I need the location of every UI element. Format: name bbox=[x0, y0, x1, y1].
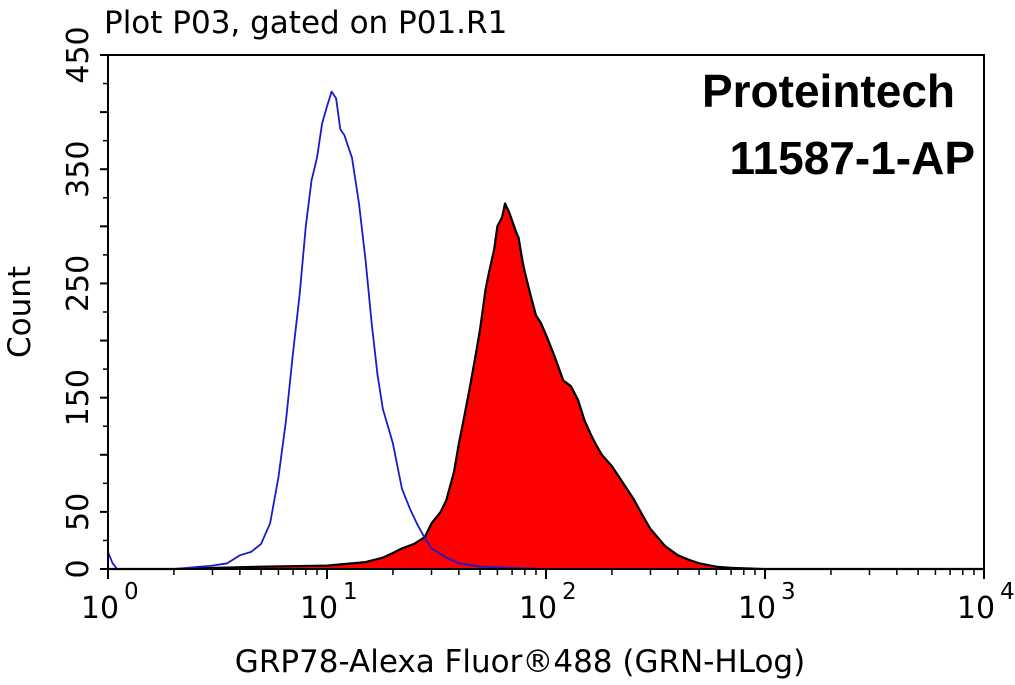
x-axis-tick-labels: 10 0 10 1 10 2 10 3 10 4 bbox=[81, 579, 1015, 626]
series-1-area bbox=[108, 203, 984, 569]
x-tick-label: 10 4 bbox=[957, 579, 1015, 626]
y-tick-label: 50 bbox=[61, 493, 96, 531]
x-tick-exponent: 4 bbox=[1000, 579, 1015, 605]
y-tick-label: 450 bbox=[61, 26, 96, 83]
y-axis-tick-labels: 0 50 150 250 350 450 bbox=[61, 26, 96, 578]
x-tick-label: 10 1 bbox=[300, 579, 358, 626]
x-axis-ticks bbox=[107, 569, 985, 579]
x-tick-exponent: 2 bbox=[562, 579, 577, 605]
y-tick-label: 0 bbox=[61, 559, 96, 578]
y-tick-label: 350 bbox=[61, 141, 96, 198]
y-axis-label: Count bbox=[2, 266, 38, 358]
y-tick-label: 250 bbox=[61, 255, 96, 312]
series-layer bbox=[107, 90, 984, 571]
x-tick-base: 10 bbox=[81, 591, 119, 626]
x-tick-label: 10 2 bbox=[519, 579, 577, 626]
y-tick-label: 150 bbox=[61, 369, 96, 426]
annotation-line-1: Proteintech bbox=[702, 65, 955, 117]
y-axis-ticks bbox=[100, 54, 108, 570]
x-tick-base: 10 bbox=[519, 591, 557, 626]
x-tick-label: 10 3 bbox=[738, 579, 796, 626]
x-tick-label: 10 0 bbox=[81, 579, 139, 626]
series-0-line bbox=[107, 90, 984, 570]
x-axis-label: GRP78-Alexa Fluor®488 (GRN-HLog) bbox=[235, 644, 805, 680]
x-tick-exponent: 1 bbox=[343, 579, 358, 605]
chart-title: Plot P03, gated on P01.R1 bbox=[104, 5, 507, 41]
annotation-line-2: 11587-1-AP bbox=[730, 132, 976, 184]
x-tick-exponent: 3 bbox=[781, 579, 796, 605]
x-tick-base: 10 bbox=[957, 591, 995, 626]
x-tick-exponent: 0 bbox=[124, 579, 139, 605]
series-1-line bbox=[108, 202, 984, 571]
x-tick-base: 10 bbox=[300, 591, 338, 626]
x-tick-base: 10 bbox=[738, 591, 776, 626]
